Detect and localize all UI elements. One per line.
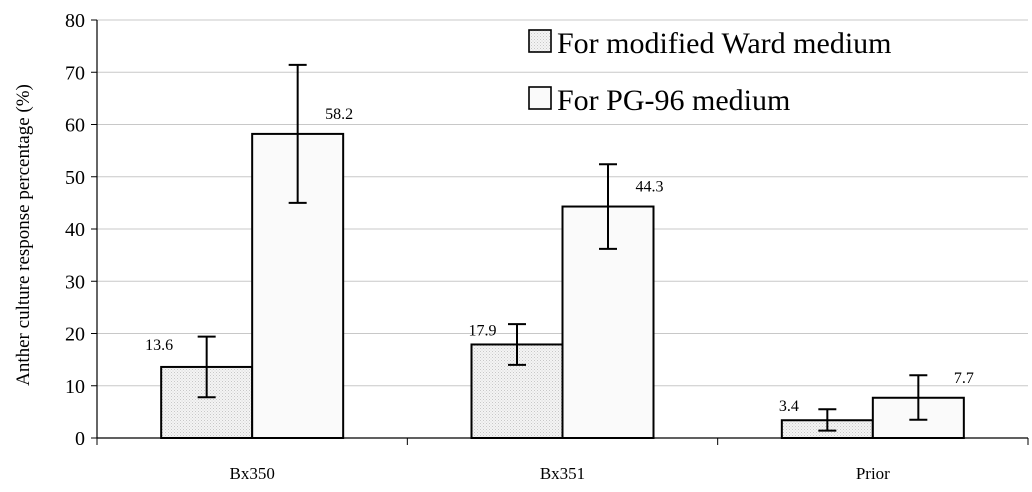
y-tick-label: 70 bbox=[65, 62, 85, 84]
legend: For modified Ward medium For PG-96 medium bbox=[528, 27, 891, 117]
data-label: 17.9 bbox=[469, 322, 497, 339]
bars bbox=[160, 132, 965, 439]
data-label: 58.2 bbox=[325, 106, 353, 123]
legend-label: For PG-96 medium bbox=[557, 84, 790, 117]
bar-pg96-bx351 bbox=[561, 205, 655, 439]
error-bars bbox=[197, 63, 928, 432]
legend-label: For modified Ward medium bbox=[557, 27, 891, 60]
x-category-label: Prior bbox=[856, 464, 890, 483]
y-axis-label: Anther culture response percentage (%) bbox=[13, 84, 34, 386]
y-tick-labels: 0 10 20 30 40 50 60 70 80 bbox=[65, 10, 85, 450]
data-labels: 13.6 58.2 17.9 44.3 3.4 7.7 bbox=[145, 106, 974, 415]
y-tick-label: 10 bbox=[65, 376, 85, 398]
x-category-label: Bx351 bbox=[540, 464, 585, 483]
y-tick-label: 50 bbox=[65, 167, 85, 189]
axes bbox=[91, 19, 1029, 445]
y-tick-label: 30 bbox=[65, 271, 85, 293]
data-label: 3.4 bbox=[779, 398, 799, 415]
data-label: 13.6 bbox=[145, 337, 173, 354]
y-tick-label: 80 bbox=[65, 10, 85, 32]
legend-swatch bbox=[528, 29, 552, 53]
y-tick-label: 40 bbox=[65, 219, 85, 241]
x-category-labels: Bx350 Bx351 Prior bbox=[229, 464, 890, 483]
data-label: 7.7 bbox=[954, 370, 974, 387]
y-tick-label: 20 bbox=[65, 324, 85, 346]
y-tick-label: 0 bbox=[75, 428, 85, 450]
data-label: 44.3 bbox=[636, 179, 664, 196]
legend-swatch bbox=[528, 86, 552, 110]
x-category-label: Bx350 bbox=[229, 464, 274, 483]
y-tick-label: 60 bbox=[65, 115, 85, 137]
